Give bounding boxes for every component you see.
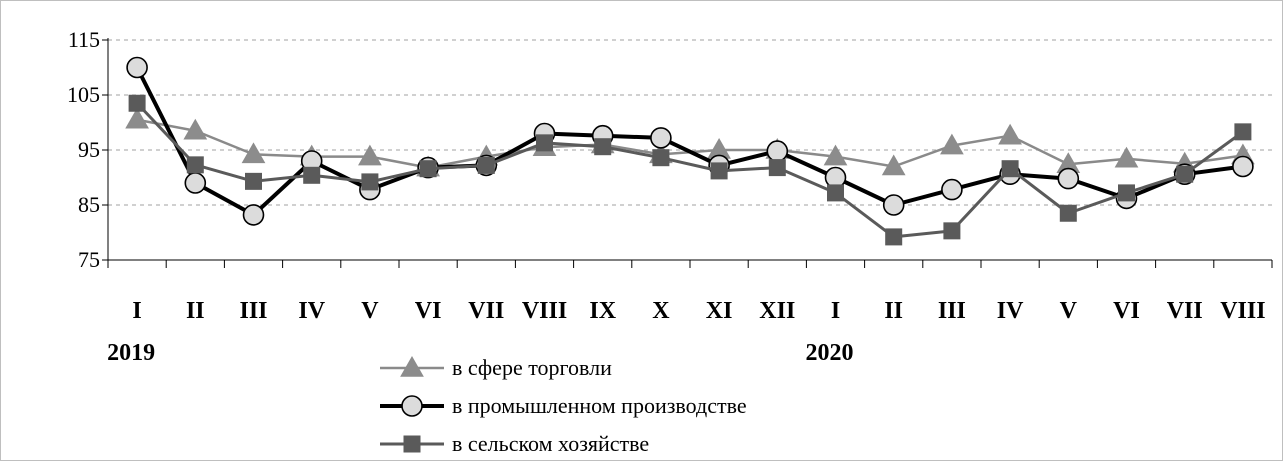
data-point-circle — [941, 178, 963, 201]
data-point-square — [419, 160, 437, 178]
series-line-square — [136, 102, 1244, 239]
legend-marker-circle — [401, 395, 423, 417]
data-point-square — [594, 138, 612, 156]
data-point-triangle — [183, 118, 208, 140]
data-point-square — [1234, 123, 1252, 141]
data-point-circle — [242, 204, 265, 226]
x-tick-label: X — [652, 298, 670, 324]
data-point-circle — [1232, 155, 1254, 178]
series — [125, 56, 1255, 246]
x-tick-label: I — [132, 298, 141, 324]
legend-marker-triangle — [400, 355, 424, 377]
x-tick-label: III — [938, 298, 966, 324]
data-point-square — [768, 159, 786, 177]
y-tick-label: 75 — [78, 247, 100, 272]
legend-label: в сфере торговли — [452, 355, 612, 380]
legend-label: в сельском хозяйстве — [452, 431, 649, 456]
legend-entry-circle: в промышленном производстве — [380, 393, 747, 418]
x-tick-label: III — [239, 298, 267, 324]
axes — [102, 38, 1273, 268]
y-tick-label: 85 — [78, 192, 100, 217]
x-tick-label: VIII — [522, 298, 567, 324]
data-point-circle — [650, 127, 672, 149]
x-tick-label: XI — [706, 298, 733, 324]
x-tick-label: VIII — [1220, 298, 1265, 324]
data-point-circle — [126, 56, 148, 79]
y-tick-label: 115 — [68, 27, 100, 52]
data-point-square — [477, 156, 495, 174]
data-point-square — [361, 173, 379, 191]
data-point-square — [1176, 165, 1194, 183]
x-tick-label: II — [186, 298, 205, 324]
x-tick-label: VII — [1167, 298, 1203, 324]
data-point-triangle — [998, 123, 1022, 145]
legend-entry-triangle: в сфере торговли — [380, 355, 612, 380]
data-point-circle — [1057, 167, 1080, 190]
legend-label: в промышленном производстве — [452, 393, 747, 418]
y-tick-label: 95 — [78, 137, 100, 162]
data-point-triangle — [940, 133, 964, 155]
data-point-square — [943, 222, 961, 240]
data-point-triangle — [823, 144, 848, 166]
data-point-circle — [184, 172, 207, 194]
data-point-triangle — [1114, 146, 1139, 168]
series-square — [128, 94, 1252, 246]
legend: в сфере торговли в промышленном производс… — [380, 355, 747, 456]
data-point-triangle — [358, 144, 382, 166]
legend-entry-square: в сельском хозяйстве — [380, 431, 649, 456]
data-point-square — [1001, 160, 1019, 178]
data-point-square — [1059, 204, 1077, 222]
x-tick-label: II — [884, 298, 903, 324]
data-point-triangle — [881, 154, 906, 176]
x-tick-label: VI — [1113, 298, 1140, 324]
x-tick-label: V — [361, 298, 379, 324]
x-tick-label: V — [1060, 298, 1078, 324]
data-point-square — [303, 166, 321, 184]
legend-marker-square — [403, 435, 421, 453]
data-point-square — [827, 184, 844, 202]
year-label-2019: 2019 — [107, 340, 155, 366]
data-point-square — [245, 172, 262, 190]
year-label-2020: 2020 — [806, 340, 854, 366]
data-point-square — [536, 134, 553, 152]
data-point-square — [885, 228, 903, 246]
x-tick-label: IV — [298, 298, 325, 324]
x-tick-label: VII — [468, 298, 504, 324]
data-point-triangle — [241, 142, 266, 164]
x-tick-label: XII — [759, 298, 795, 324]
data-point-circle — [882, 194, 905, 216]
y-tick-label: 105 — [67, 82, 100, 107]
gridlines — [108, 39, 1272, 206]
x-tick-label: I — [831, 298, 840, 324]
data-point-square — [652, 149, 670, 167]
data-point-triangle — [125, 107, 149, 129]
data-point-square — [186, 156, 204, 174]
x-tick-label: IX — [589, 298, 616, 324]
data-point-square — [128, 94, 146, 112]
x-tick-label: VI — [415, 298, 442, 324]
x-tick-label: IV — [997, 298, 1024, 324]
data-point-circle — [766, 140, 789, 162]
data-point-square — [710, 162, 728, 180]
data-point-square — [1118, 184, 1135, 202]
